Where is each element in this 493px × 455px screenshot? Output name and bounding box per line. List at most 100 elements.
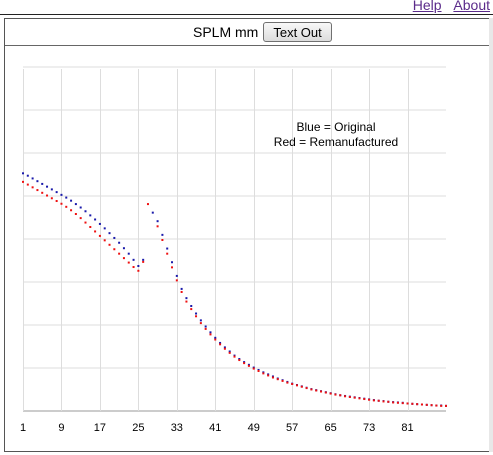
data-point-original (195, 312, 198, 315)
data-point-original (171, 261, 174, 264)
data-point-remanufactured (31, 186, 34, 189)
data-point-remanufactured (233, 355, 236, 358)
data-point-original (204, 325, 207, 328)
data-point-original (50, 188, 53, 191)
data-point-remanufactured (122, 257, 125, 260)
x-tick-label: 81 (401, 422, 413, 434)
data-point-original (55, 191, 58, 194)
data-point-remanufactured (406, 402, 409, 405)
vertical-scrollbar[interactable] (489, 18, 493, 452)
data-point-remanufactured (50, 197, 53, 200)
data-point-original (233, 354, 236, 357)
data-point-remanufactured (411, 402, 414, 405)
data-point-remanufactured (243, 362, 246, 365)
data-point-original (190, 305, 193, 308)
legend-line-remanufactured: Red = Remanufactured (274, 135, 398, 149)
data-point-original (98, 222, 101, 225)
data-point-original (180, 287, 183, 290)
data-point-original (228, 350, 231, 353)
data-point-original (271, 375, 274, 378)
data-point-remanufactured (315, 389, 318, 392)
data-point-original (84, 210, 87, 213)
data-point-remanufactured (161, 239, 164, 241)
data-point-remanufactured (94, 230, 97, 233)
data-point-original (142, 258, 145, 261)
data-point-original (74, 203, 77, 206)
data-point-remanufactured (425, 403, 428, 406)
data-point-remanufactured (262, 372, 265, 375)
data-point-original (267, 373, 270, 376)
data-point-remanufactured (195, 315, 198, 318)
x-tick-labels: 1 9 17 25 33 41 49 57 65 73 81 (20, 422, 414, 434)
grid-lines (23, 66, 446, 412)
data-point-original (26, 174, 29, 177)
data-point-remanufactured (55, 200, 58, 203)
data-point-remanufactured (199, 322, 202, 325)
data-point-remanufactured (156, 225, 159, 228)
data-point-original (238, 358, 241, 361)
top-links: Help About (405, 0, 490, 13)
data-point-remanufactured (420, 403, 423, 406)
data-point-remanufactured (238, 359, 241, 362)
data-point-original (166, 247, 169, 250)
data-point-remanufactured (36, 189, 39, 192)
legend-line-original: Blue = Original (296, 120, 375, 134)
data-point-remanufactured (286, 381, 289, 384)
data-point-remanufactured (98, 234, 101, 237)
data-point-remanufactured (228, 351, 231, 354)
data-point-remanufactured (257, 369, 260, 372)
data-point-remanufactured (392, 401, 395, 404)
data-point-original (113, 236, 116, 239)
data-point-remanufactured (146, 203, 149, 206)
data-point-remanufactured (271, 376, 274, 379)
about-link[interactable]: About (453, 0, 490, 13)
data-point-remanufactured (74, 213, 77, 216)
data-point-original (108, 232, 111, 235)
data-point-original (118, 241, 121, 244)
data-point-original (223, 346, 226, 349)
data-point-original (132, 258, 135, 261)
data-point-remanufactured (310, 388, 313, 391)
series-original (22, 172, 447, 407)
data-point-remanufactured (142, 260, 145, 263)
data-point-remanufactured (276, 378, 279, 381)
data-point-remanufactured (348, 395, 351, 398)
data-point-remanufactured (435, 404, 438, 407)
x-tick-label: 1 (20, 422, 26, 434)
data-point-original (175, 274, 178, 277)
data-point-remanufactured (108, 243, 111, 246)
data-point-original (209, 331, 212, 334)
data-point-remanufactured (252, 367, 255, 370)
data-point-remanufactured (84, 221, 87, 224)
data-point-original (122, 247, 125, 250)
data-point-remanufactured (209, 333, 212, 336)
data-point-remanufactured (339, 394, 342, 397)
data-point-remanufactured (103, 239, 106, 242)
data-point-original (252, 366, 255, 369)
data-point-remanufactured (445, 404, 447, 407)
data-point-remanufactured (137, 269, 140, 272)
data-point-remanufactured (41, 191, 44, 194)
text-out-button[interactable]: Text Out (263, 22, 332, 42)
data-point-original (247, 363, 250, 366)
data-point-original (70, 199, 73, 202)
data-point-remanufactured (118, 252, 121, 255)
data-point-remanufactured (132, 266, 135, 269)
data-point-original (257, 368, 260, 371)
data-point-remanufactured (70, 209, 73, 212)
data-point-original (262, 371, 265, 374)
x-tick-label: 57 (286, 422, 298, 434)
data-point-remanufactured (89, 226, 92, 229)
data-point-remanufactured (372, 399, 375, 402)
data-point-remanufactured (22, 180, 24, 183)
data-point-original (89, 214, 92, 217)
data-point-remanufactured (180, 290, 183, 293)
data-point-original (65, 196, 68, 199)
data-point-original (79, 206, 82, 209)
data-point-remanufactured (440, 404, 443, 407)
data-point-original (214, 336, 217, 339)
data-point-remanufactured (387, 400, 390, 403)
data-point-remanufactured (190, 308, 193, 311)
data-point-original (161, 233, 164, 236)
help-link[interactable]: Help (412, 0, 442, 13)
